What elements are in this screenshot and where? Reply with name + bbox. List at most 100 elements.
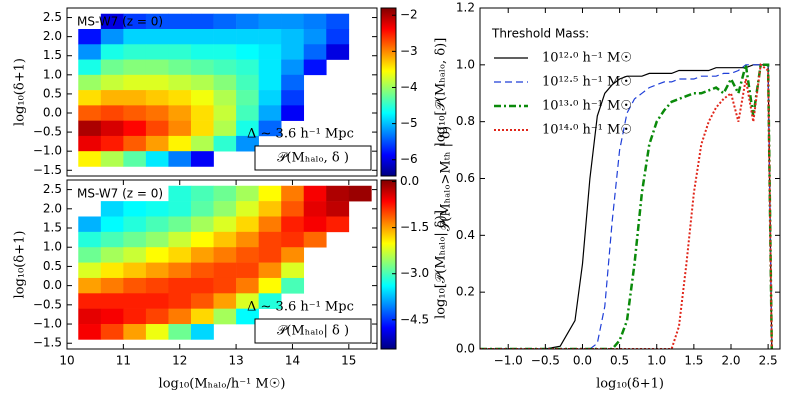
colorbar-tick-label: −5: [400, 116, 418, 130]
heatmap-cell: [191, 277, 214, 294]
heatmap-cell: [145, 216, 169, 233]
heatmap-cell: [168, 216, 192, 233]
heatmap-cell: [213, 216, 237, 233]
y-tick-label: 0.4: [456, 228, 475, 242]
heatmap-cell: [123, 277, 147, 294]
x-tick-label: 14: [285, 354, 300, 368]
heatmap-cell: [191, 135, 214, 152]
heatmap-cell: [78, 90, 102, 106]
heatmap-cell: [145, 247, 169, 263]
x-tick-label: 11: [116, 354, 131, 368]
heatmap-cell: [213, 231, 237, 248]
heatmap-cell: [191, 59, 214, 76]
heatmap-cell: [236, 247, 259, 263]
heatmap-cell: [123, 231, 147, 248]
heatmap-cell: [258, 29, 282, 45]
heatmap-cell: [258, 247, 282, 263]
y-tick-label: 0.5: [43, 259, 62, 273]
axes-frame: [66, 179, 378, 350]
x-tick-label: −1.0: [494, 354, 523, 368]
heatmap-cell: [281, 44, 305, 60]
heatmap-cell: [258, 90, 282, 106]
heatmap-cell: [213, 59, 237, 76]
heatmap-cell: [281, 185, 305, 202]
heatmap-cell: [78, 105, 102, 121]
heatmap-cell: [236, 293, 259, 309]
heatmap-cell: [213, 135, 237, 152]
x-tick-label: 13: [228, 354, 243, 368]
heatmap-cell: [191, 13, 214, 30]
y-tick-label: 0.2: [456, 285, 475, 299]
y-tick-label: 2.0: [43, 29, 62, 43]
heatmap-cell: [100, 135, 124, 152]
heatmap-cell: [213, 29, 237, 45]
heatmap-cell: [168, 247, 192, 263]
x-tick-label: −0.5: [531, 354, 560, 368]
heatmap-cell: [236, 74, 259, 91]
heatmap-cell: [258, 44, 282, 60]
x-tick-label: 2.0: [721, 354, 740, 368]
heatmap-cell: [191, 90, 214, 106]
heatmap-cell: [100, 29, 124, 45]
heatmap-cell: [100, 105, 124, 121]
heatmap-cell: [100, 90, 124, 106]
x-tick-label: 0.0: [573, 354, 592, 368]
heatmap-cell: [236, 105, 259, 121]
heatmap-cell: [100, 308, 124, 325]
heatmap-cell: [236, 13, 259, 30]
y-tick-label: 0.8: [456, 114, 475, 128]
heatmap-cell: [303, 231, 327, 248]
heatmap-cell: [145, 201, 169, 217]
axes-frame: [479, 7, 781, 350]
heatmap-cell: [281, 59, 305, 76]
label-box: [254, 318, 372, 344]
heatmap-cell: [168, 44, 192, 60]
heatmap-cell: [123, 151, 147, 167]
heatmap-cell: [168, 13, 192, 30]
y-tick-label: 0.0: [43, 278, 62, 292]
heatmap-cell: [236, 277, 259, 294]
colorbar-tick-label: −4.5: [400, 312, 429, 326]
series-line: [480, 63, 774, 349]
heatmap-cell: [123, 44, 147, 60]
heatmap-cell: [78, 44, 102, 60]
heatmap-cell: [78, 135, 102, 152]
heatmap-cell: [213, 105, 237, 121]
legend-label: 10¹⁴·⁰ h⁻¹ M☉: [542, 123, 632, 138]
heatmap-cell: [191, 105, 214, 121]
heatmap-cell: [213, 308, 237, 325]
heatmap-cell: [168, 201, 192, 217]
heatmap-cell: [258, 201, 282, 217]
heatmap-cell: [258, 59, 282, 76]
heatmap-cell: [145, 29, 169, 45]
heatmap-cell: [123, 293, 147, 309]
legend-label: 10¹²·⁰ h⁻¹ M☉: [542, 51, 632, 66]
heatmap-cell: [191, 247, 214, 263]
heatmap-cell: [236, 29, 259, 45]
heatmap-cell: [168, 135, 192, 152]
y-tick-label: 1.0: [43, 67, 62, 81]
heatmap-cell: [191, 120, 214, 137]
heatmap-cell: [303, 29, 327, 45]
colorbar-label: log₁₀[𝒫(Mₕₐₗₒ| δ)]: [434, 210, 449, 319]
heatmap-cell: [78, 120, 102, 137]
heatmap-cell: [123, 201, 147, 217]
y-tick-label: 2.5: [43, 10, 62, 24]
heatmap-cell: [258, 13, 282, 30]
heatmap-cell: [123, 216, 147, 233]
heatmap-cell: [258, 74, 282, 91]
heatmap-cell: [78, 59, 102, 76]
x-tick-label: 12: [172, 354, 187, 368]
series-line: [480, 62, 773, 349]
heatmap-cell: [168, 185, 192, 202]
heatmap-cell: [213, 277, 237, 294]
y-tick-label: −1.5: [33, 163, 62, 177]
heatmap-cell: [191, 151, 214, 167]
heatmap-cell: [258, 293, 282, 309]
y-tick-label: −0.5: [33, 125, 62, 139]
colorbar-tick-label: 0.0: [400, 174, 419, 188]
heatmap-cell: [191, 29, 214, 45]
heatmap-cell: [168, 262, 192, 279]
heatmap-cell: [281, 201, 305, 217]
heatmap-cell: [145, 277, 169, 294]
